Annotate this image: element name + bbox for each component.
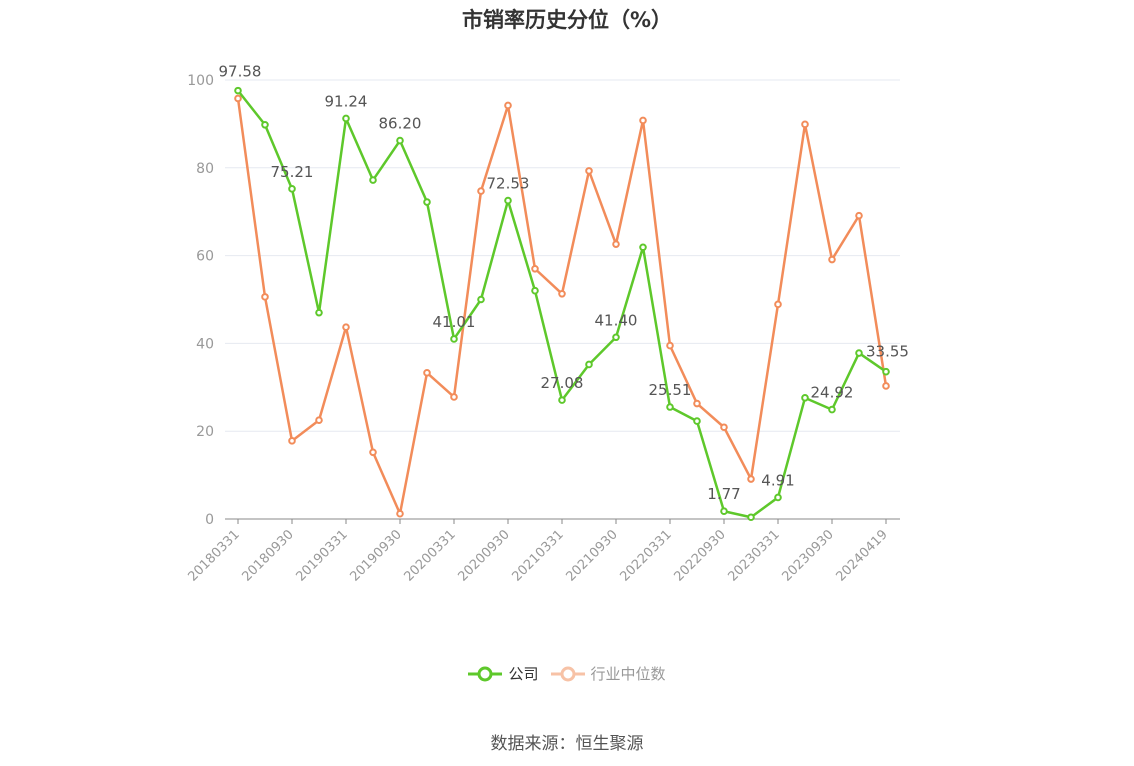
data-point-industry [666,341,674,350]
data-point-industry [828,255,836,264]
data-point-company [612,333,620,342]
data-point-industry [855,211,863,220]
legend-industry-label: 行业中位数 [590,665,666,683]
data-label: 41.01 [433,313,476,331]
data-point-company [801,394,809,402]
data-point-industry [639,116,647,125]
data-point-company [666,403,674,411]
data-point-company [639,243,647,252]
data-point-company [396,136,404,145]
legend-item-industry[interactable]: 行业中位数 [550,663,666,684]
x-tick-label: 20200331 [401,527,458,584]
line-chart: 0 20 40 60 80 100 2018033120180930201903312019… [185,63,909,585]
data-point-industry [693,399,701,408]
y-tick-label: 20 [196,424,214,440]
data-point-industry [234,94,242,103]
data-label: 97.58 [219,63,262,81]
legend-company-marker-icon [468,666,503,681]
y-tick-label: 40 [196,336,214,352]
legend: 公司 行业中位数 [0,663,1134,684]
series-layer [234,86,890,522]
data-point-industry [531,264,539,273]
data-point-company [234,86,242,95]
data-point-company [369,176,377,184]
data-point-company [855,349,863,357]
y-tick-label: 80 [196,161,214,177]
series-line-industry [236,98,888,515]
data-point-company [882,367,890,376]
y-tick-label: 100 [187,73,214,89]
data-point-industry [747,475,755,483]
data-point-company [747,513,755,522]
data-point-company [288,185,296,193]
data-source: 数据来源：恒生聚源 [490,734,644,754]
data-point-company [261,120,269,129]
x-tick-label: 20220331 [617,527,674,584]
data-point-company [693,417,701,425]
legend-company-label: 公司 [508,665,539,683]
x-tick-label: 20180930 [239,527,296,584]
data-point-industry [774,300,782,309]
x-tick-label: 20210930 [563,527,620,584]
data-label: 1.77 [707,485,740,503]
data-point-company [504,196,512,205]
data-point-company [315,308,323,317]
grid-layer [225,79,900,432]
data-point-industry [261,293,269,301]
data-point-company [477,295,485,304]
data-point-industry [477,187,485,195]
data-label: 33.55 [866,343,909,361]
y-tick-label: 60 [196,249,214,265]
x-tick-label: 20180331 [185,527,242,584]
data-point-industry [450,393,458,401]
data-point-company [531,286,539,295]
x-tick-label: 20210331 [509,527,566,584]
data-label: 72.53 [487,175,530,193]
data-point-industry [315,416,323,425]
data-label: 27.08 [541,374,584,392]
x-tick-label: 20190930 [347,527,404,584]
data-point-company [342,114,350,123]
data-point-industry [423,369,431,377]
legend-industry-marker-icon [550,666,585,681]
data-label: 25.51 [649,381,692,399]
data-label-layer: 97.58 75.21 91.24 86.20 41.01 72.53 27.08 41.40… [219,63,909,504]
data-point-company [423,198,431,206]
data-label: 24.92 [811,384,854,402]
data-point-company [450,335,458,343]
x-tick-label: 20240419 [833,527,890,584]
x-tick-label: 20200930 [455,527,512,584]
data-label: 86.20 [379,115,422,133]
data-point-industry [720,423,728,432]
data-point-industry [369,448,377,457]
y-tick-label: 0 [205,512,214,528]
data-point-company [720,507,728,516]
x-tick-label: 20230930 [779,527,836,584]
series-line-company [237,89,887,519]
data-point-industry [396,509,404,518]
data-point-company [558,396,566,404]
data-label: 41.40 [595,311,638,329]
data-point-industry [585,167,593,175]
data-label: 91.24 [325,92,368,110]
data-label: 75.21 [271,163,314,181]
data-point-industry [288,437,296,445]
data-label: 4.91 [761,471,794,489]
legend-item-company[interactable]: 公司 [468,663,539,684]
x-tick-label: 20220930 [671,527,728,584]
x-tick-label: 20190331 [293,527,350,584]
data-point-industry [801,120,809,129]
data-point-company [828,405,836,414]
axis-layer: 0 20 40 60 80 100 2018033120180930201903312019… [185,73,900,585]
data-point-industry [612,240,620,248]
data-point-industry [558,289,566,298]
chart-title: 市销率历史分位（%） [461,8,673,32]
x-tick-label: 20230331 [725,527,782,584]
data-point-company [774,493,782,502]
data-point-industry [342,323,350,331]
data-point-industry [504,101,512,110]
data-point-industry [882,382,890,390]
data-point-company [585,360,593,369]
